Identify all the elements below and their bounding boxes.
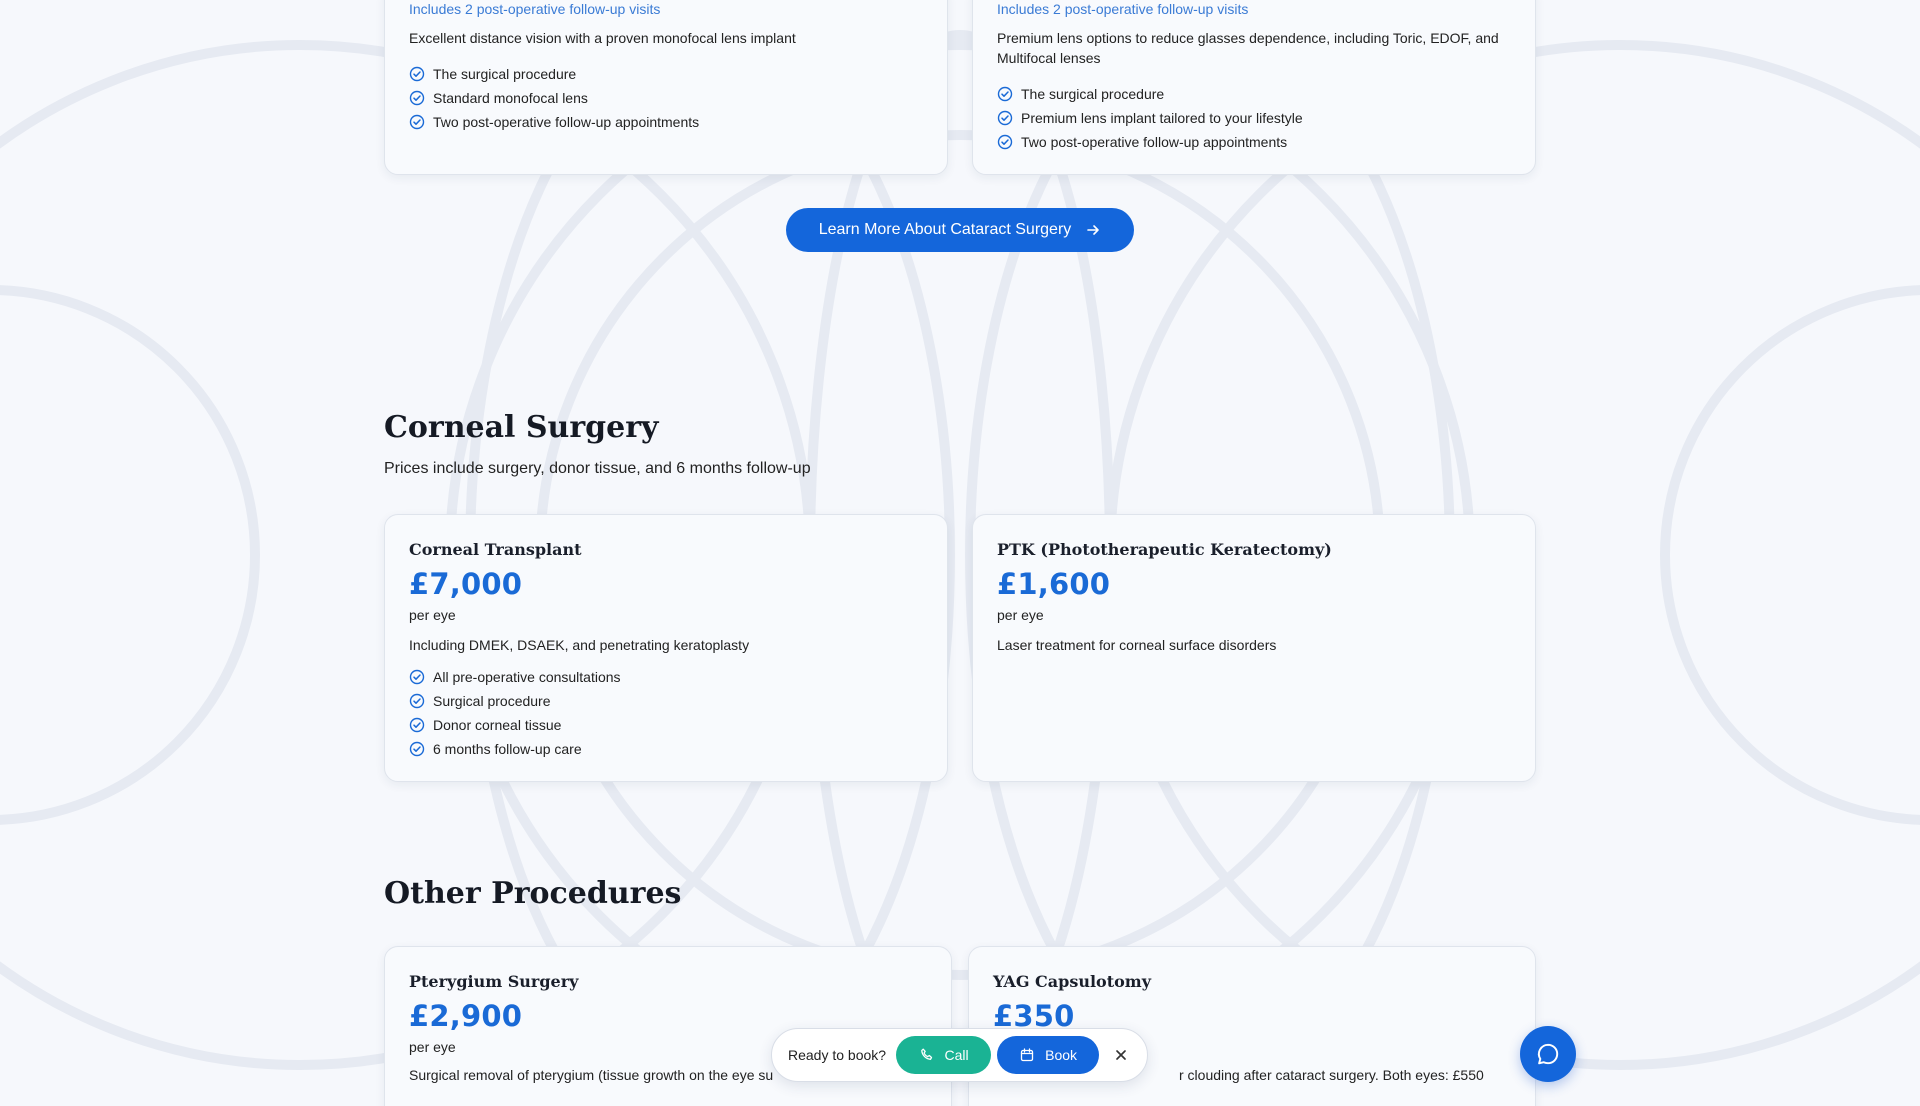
check-circle-icon: [409, 693, 425, 709]
ptk-card: PTK (Phototherapeutic Keratectomy) £1,60…: [972, 514, 1536, 782]
feature-label: 6 months follow-up care: [433, 741, 582, 757]
book-button[interactable]: Book: [997, 1036, 1100, 1074]
card-price: £350: [993, 999, 1075, 1033]
card-description: Laser treatment for corneal surface diso…: [997, 637, 1277, 653]
card-title: Corneal Transplant: [409, 540, 582, 559]
feature-item: Premium lens implant tailored to your li…: [997, 106, 1303, 130]
booking-prompt: Ready to book?: [788, 1047, 887, 1063]
check-circle-icon: [409, 717, 425, 733]
corneal-section-subtitle: Prices include surgery, donor tissue, an…: [384, 460, 811, 477]
chat-button[interactable]: [1520, 1026, 1576, 1082]
feature-item: Standard monofocal lens: [409, 86, 699, 110]
check-circle-icon: [997, 110, 1013, 126]
feature-label: The surgical procedure: [1021, 86, 1165, 102]
feature-item: The surgical procedure: [997, 82, 1303, 106]
check-circle-icon: [409, 114, 425, 130]
feature-label: Two post-operative follow-up appointment…: [1021, 134, 1288, 150]
check-circle-icon: [409, 741, 425, 757]
card-description: Including DMEK, DSAEK, and penetrating k…: [409, 637, 750, 653]
card-title: PTK (Phototherapeutic Keratectomy): [997, 540, 1332, 559]
feature-label: Standard monofocal lens: [433, 90, 588, 106]
feature-label: Surgical procedure: [433, 693, 551, 709]
feature-list: The surgical procedure Premium lens impl…: [997, 82, 1303, 154]
corneal-transplant-card: Corneal Transplant £7,000 per eye Includ…: [384, 514, 948, 782]
check-circle-icon: [997, 86, 1013, 102]
feature-list: All pre-operative consultations Surgical…: [409, 665, 621, 761]
feature-item: Two post-operative follow-up appointment…: [409, 110, 699, 134]
pterygium-card: Pterygium Surgery £2,900 per eye Surgica…: [384, 946, 952, 1106]
cataract-card-standard: Includes 2 post-operative follow-up visi…: [384, 0, 948, 175]
learn-more-label: Learn More About Cataract Surgery: [818, 221, 1072, 238]
feature-list: The surgical procedure Standard monofoca…: [409, 62, 699, 134]
card-description: Excellent distance vision with a proven …: [409, 30, 796, 46]
calendar-icon: [1020, 1048, 1034, 1062]
card-description: r clouding after cataract surgery. Both …: [1179, 1067, 1484, 1083]
feature-item: Surgical procedure: [409, 689, 621, 713]
chat-bubble-icon: [1537, 1043, 1559, 1065]
booking-bar: Ready to book? Call Book: [771, 1028, 1148, 1082]
feature-item: Two post-operative follow-up appointment…: [997, 130, 1303, 154]
card-price-unit: per eye: [409, 607, 456, 623]
card-price: £7,000: [409, 567, 523, 601]
check-circle-icon: [409, 90, 425, 106]
check-circle-icon: [409, 66, 425, 82]
book-label: Book: [1045, 1047, 1078, 1063]
card-description: Surgical removal of pterygium (tissue gr…: [409, 1067, 774, 1083]
card-price: £2,900: [409, 999, 523, 1033]
feature-item: 6 months follow-up care: [409, 737, 621, 761]
card-description: Premium lens options to reduce glasses d…: [997, 30, 1499, 66]
feature-label: Two post-operative follow-up appointment…: [433, 114, 700, 130]
feature-label: Donor corneal tissue: [433, 717, 562, 733]
check-circle-icon: [409, 669, 425, 685]
arrow-right-icon: [1087, 225, 1100, 235]
close-icon[interactable]: [1113, 1047, 1129, 1063]
yag-capsulotomy-card: YAG Capsulotomy £350 r clouding after ca…: [968, 946, 1536, 1106]
call-label: Call: [944, 1047, 969, 1063]
card-price: £1,600: [997, 567, 1111, 601]
card-price-unit: per eye: [997, 607, 1044, 623]
check-circle-icon: [997, 134, 1013, 150]
corneal-section-title: Corneal Surgery: [384, 410, 659, 445]
feature-label: All pre-operative consultations: [433, 669, 621, 685]
feature-label: The surgical procedure: [433, 66, 577, 82]
feature-item: All pre-operative consultations: [409, 665, 621, 689]
card-note: Includes 2 post-operative follow-up visi…: [997, 1, 1249, 17]
other-section-title: Other Procedures: [384, 876, 682, 911]
card-note: Includes 2 post-operative follow-up visi…: [409, 1, 661, 17]
card-price-unit: per eye: [409, 1039, 456, 1055]
card-title: Pterygium Surgery: [409, 972, 579, 991]
phone-icon: [920, 1048, 932, 1060]
call-button[interactable]: Call: [896, 1036, 992, 1074]
feature-item: Donor corneal tissue: [409, 713, 621, 737]
learn-more-cataract-button[interactable]: Learn More About Cataract Surgery: [786, 208, 1134, 252]
feature-item: The surgical procedure: [409, 62, 699, 86]
cataract-card-premium: Includes 2 post-operative follow-up visi…: [972, 0, 1536, 175]
card-title: YAG Capsulotomy: [993, 972, 1152, 991]
feature-label: Premium lens implant tailored to your li…: [1021, 110, 1303, 126]
